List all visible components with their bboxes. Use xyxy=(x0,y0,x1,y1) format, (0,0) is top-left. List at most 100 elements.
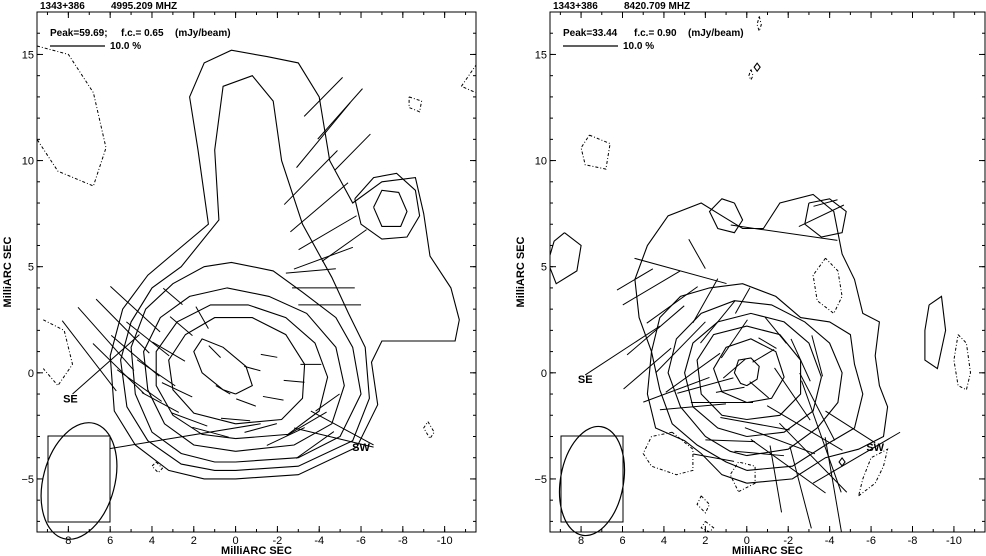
polarization-vector xyxy=(749,381,770,399)
x-tick-label: -10 xyxy=(946,535,962,547)
beam-inset-box xyxy=(560,435,624,523)
contour-positive xyxy=(109,49,460,480)
polarization-vector xyxy=(764,317,787,344)
contour-negative xyxy=(696,495,711,514)
x-tick-label: 4 xyxy=(149,535,155,547)
polarization-vector xyxy=(162,287,183,305)
polarization-vector xyxy=(779,422,848,493)
polarization-vector xyxy=(655,321,706,374)
polarization-vector xyxy=(116,369,162,402)
polarization-vector xyxy=(626,305,685,356)
x-tick-label: 8 xyxy=(578,535,584,547)
polarization-vector xyxy=(77,306,135,371)
contour-positive xyxy=(143,287,345,452)
contour-positive xyxy=(373,189,408,227)
contour-diamond xyxy=(753,62,761,73)
annotation-se: SE xyxy=(578,374,593,386)
contour-negative xyxy=(460,64,476,94)
polarization-vector xyxy=(616,268,654,291)
frequency-label: 4995.209 MHZ xyxy=(111,1,177,12)
contour-negative xyxy=(642,431,694,476)
beam-inset-box xyxy=(47,435,111,523)
contour-positive xyxy=(155,304,329,440)
y-tick-label: 5 xyxy=(541,262,547,274)
contour-negative xyxy=(700,521,715,532)
contour-positive xyxy=(193,338,253,395)
y-axis-label: MilliARC SEC xyxy=(515,237,527,308)
polarization-vector xyxy=(643,376,710,403)
contour-negative xyxy=(729,461,756,493)
polarization-vector xyxy=(298,215,357,251)
polarization-vector xyxy=(769,445,783,513)
polarization-vector xyxy=(665,352,721,393)
annotation-leader xyxy=(825,410,876,444)
polarization-vector xyxy=(798,204,845,227)
polarization-vector xyxy=(171,412,208,427)
polarization-vector xyxy=(766,405,843,451)
scale-bar-label: 10.0 % xyxy=(623,41,654,52)
polarization-vector xyxy=(774,367,811,421)
polarization-vector xyxy=(750,439,826,494)
polarization-vector xyxy=(290,182,349,233)
x-tick-label: 8 xyxy=(65,535,71,547)
fc-label: f.c.= 0.65 xyxy=(121,28,164,39)
annotation-se: SE xyxy=(63,393,78,405)
y-tick-label: 5 xyxy=(28,262,34,274)
contour-negative xyxy=(748,69,754,82)
contour-negative xyxy=(408,96,423,113)
polarization-vector xyxy=(161,382,193,398)
panel-2: 8 6 4 2 0 -2 -4 -6 -8 -10 −5 0 5 10 15 1343+386 8420.709… xyxy=(515,1,986,556)
x-tick-label: 0 xyxy=(744,535,750,547)
polarization-vector xyxy=(285,268,336,274)
annotation-leader xyxy=(105,423,261,450)
polarization-vector xyxy=(262,395,284,401)
frequency-label: 8420.709 MHZ xyxy=(624,1,690,12)
polarization-vector xyxy=(744,427,816,455)
contour-negative xyxy=(812,257,843,315)
annotation-leader xyxy=(584,325,661,376)
x-tick-label: 6 xyxy=(107,535,113,547)
polarization-vector xyxy=(260,353,278,358)
polarization-vector xyxy=(720,416,790,431)
beam-ellipse xyxy=(558,425,626,537)
contour-negative xyxy=(423,421,435,440)
polarization-vector xyxy=(295,431,335,459)
polarization-vector xyxy=(752,349,775,363)
contour-negative xyxy=(756,16,762,33)
source-name: 1343+386 xyxy=(553,1,598,12)
polarization-vector xyxy=(220,417,251,422)
polarization-vector xyxy=(720,319,748,359)
contour-positive xyxy=(708,198,744,234)
polarization-vector xyxy=(646,286,698,324)
polarization-vector xyxy=(317,88,363,140)
contour-negative xyxy=(953,334,972,391)
polarization-vector xyxy=(95,298,150,354)
polarization-vector xyxy=(208,345,221,358)
polarization-vector xyxy=(715,386,745,393)
polarization-vector xyxy=(110,286,161,333)
contour-negative xyxy=(151,461,164,474)
polarization-vector xyxy=(659,403,726,411)
polarization-vector xyxy=(334,133,371,171)
polarization-vector xyxy=(286,411,327,436)
x-tick-label: -2 xyxy=(273,535,283,547)
annotation-leader xyxy=(310,410,374,446)
panel-1: 8 6 4 2 0 -2 -4 -6 -8 -10 −5 0 5 10 15 1343+386 4995.209… xyxy=(2,1,477,556)
x-axis-label: MilliARC SEC xyxy=(732,545,803,556)
y-tick-label: 0 xyxy=(28,368,34,380)
polarization-vector xyxy=(730,224,838,241)
contour-positive xyxy=(120,75,370,471)
polarization-vector xyxy=(141,392,180,413)
contour-positive xyxy=(696,325,802,421)
polarization-vector xyxy=(215,385,231,395)
polarization-vector xyxy=(152,341,186,362)
x-tick-label: -6 xyxy=(866,535,876,547)
x-tick-label: 0 xyxy=(233,535,239,547)
polarization-vector xyxy=(315,393,340,412)
polarization-vector xyxy=(244,365,261,372)
polarization-vector xyxy=(303,77,343,117)
polarization-vector xyxy=(700,300,736,344)
polarization-vector xyxy=(722,358,746,379)
contour-positive xyxy=(550,232,582,285)
